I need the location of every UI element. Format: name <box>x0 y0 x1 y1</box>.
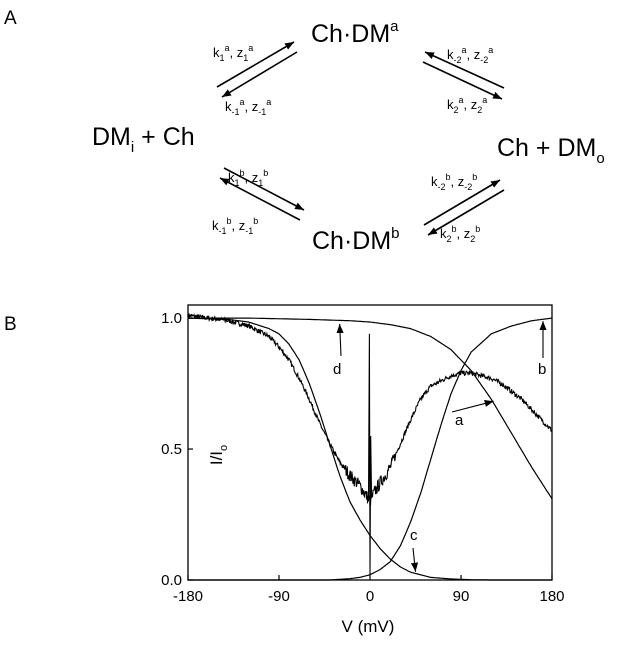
curve-label-c: c <box>410 527 418 544</box>
series-c <box>188 317 552 581</box>
arrow-k-1b-reverse <box>219 177 301 221</box>
arrow-a <box>451 399 494 413</box>
x-tick-label: -90 <box>268 588 290 605</box>
arrow-k2b-reverse <box>427 189 505 236</box>
x-axis-title: V (mV) <box>342 617 395 636</box>
curve-label-a: a <box>455 412 464 429</box>
y-axis-title: I/Io <box>207 445 230 465</box>
rate-label-2: k-2a, z-2a <box>447 45 493 65</box>
y-tick-label: 0.5 <box>161 441 182 458</box>
curve-label-b: b <box>538 361 546 378</box>
arrow-k1b-forward <box>223 167 305 211</box>
species-ch-dm-a: Ch·DMa <box>311 18 399 48</box>
annotation-arrows <box>336 321 547 572</box>
species-ch-plus-dm-outside: Ch + DMo <box>497 134 605 167</box>
x-tick-label: -180 <box>173 588 203 605</box>
y-tick-label: 1.0 <box>161 310 182 327</box>
arrow-k1a-forward <box>216 41 295 88</box>
rate-label-1: k-1a, z-1a <box>225 97 271 117</box>
rate-label-7: k2b, z2b <box>440 224 480 244</box>
reaction-arrows <box>216 41 505 236</box>
arrow-k-1a-reverse <box>221 51 298 98</box>
axis-ticks: -180 -90 0 90 180 0.0 0.5 1.0 <box>161 310 564 605</box>
arrow-k2a-reverse <box>422 61 503 100</box>
arrow-d <box>336 324 344 357</box>
series-b <box>188 317 553 581</box>
rate-label-6: k-2b, z-2b <box>431 172 477 192</box>
x-tick-label: 90 <box>453 588 470 605</box>
arrow-c <box>410 547 419 572</box>
rate-label-0: k1a, z1a <box>213 43 253 63</box>
curve-label-d: d <box>333 361 341 378</box>
rate-label-3: k2a, z2a <box>447 95 487 115</box>
panel-b: B -180 -90 0 90 180 0.0 0.5 1.0 I/Io V (mV) a b… <box>4 304 565 636</box>
x-tick-label: 0 <box>366 588 374 605</box>
rate-labels: k1a, z1a k-1a, z-1a k-2a, z-2a k2a, z2a k1b,… <box>212 43 493 244</box>
series-d <box>188 317 553 500</box>
species-ch-dm-b: Ch·DMb <box>312 225 400 255</box>
rate-label-4: k1b, z1b <box>228 168 268 188</box>
panel-a: A Ch·DMa DMi + Ch Ch + DMo Ch·DMb k1a, z… <box>4 8 605 255</box>
panel-a-label: A <box>4 8 17 29</box>
arrow-k-2a-forward <box>424 51 505 89</box>
rate-label-5: k-1b, z-1b <box>212 216 258 236</box>
species-dm-inside-plus-ch: DMi + Ch <box>92 123 195 156</box>
x-tick-label: 180 <box>539 588 564 605</box>
arrow-k-2b-forward <box>423 179 501 226</box>
y-tick-label: 0.0 <box>161 572 182 589</box>
plot-series <box>187 313 553 581</box>
panel-b-label: B <box>4 314 17 335</box>
